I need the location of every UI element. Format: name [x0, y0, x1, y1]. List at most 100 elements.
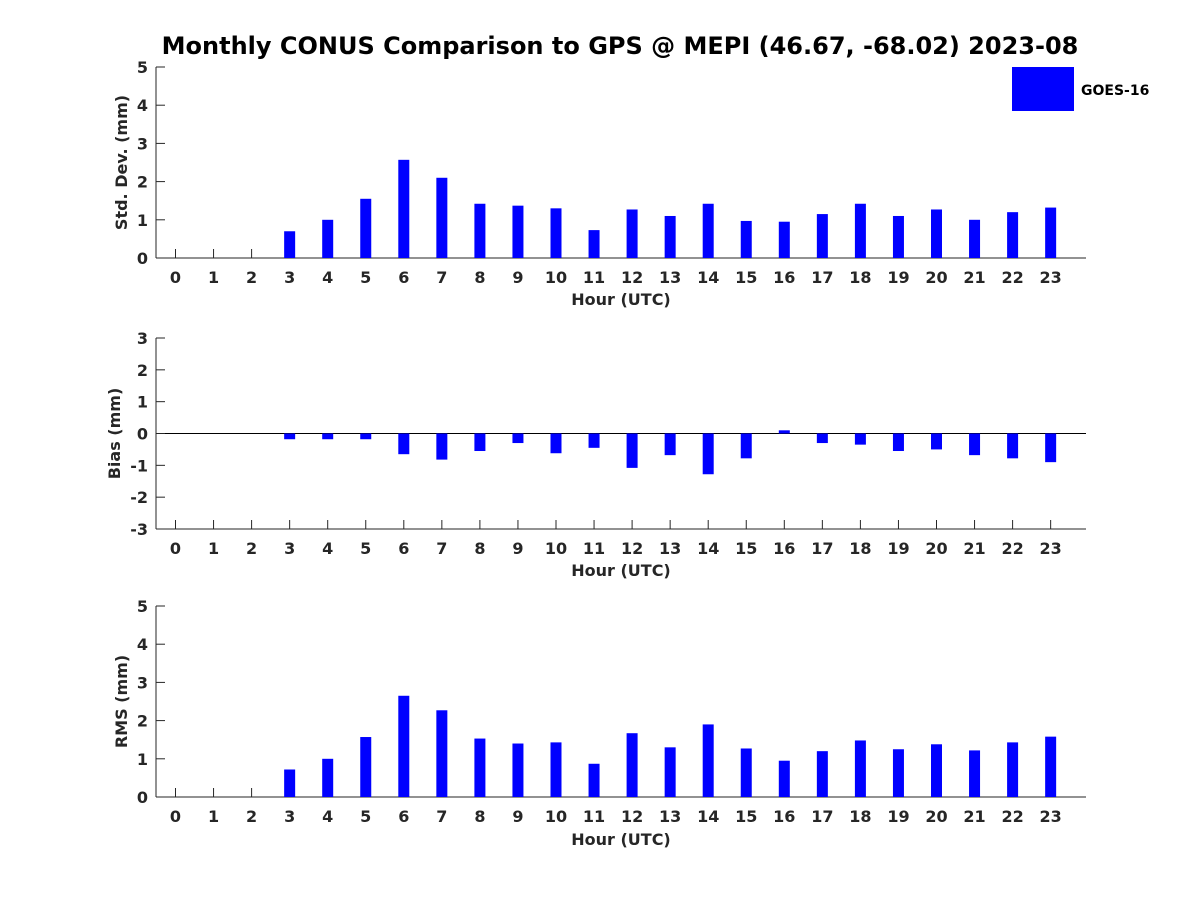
std-dev-bar	[816, 214, 828, 258]
rms-bar	[740, 748, 752, 797]
std-dev-x-tick-label: 0	[170, 268, 181, 287]
bias-x-tick-label: 17	[811, 539, 833, 558]
legend-swatch	[1012, 67, 1074, 111]
rms-x-tick-label: 17	[811, 807, 833, 826]
rms-x-tick-label: 15	[735, 807, 757, 826]
bias-x-tick-label: 3	[284, 539, 295, 558]
figure-title: Monthly CONUS Comparison to GPS @ MEPI (…	[162, 32, 1079, 60]
std-dev-x-tick-label: 8	[474, 268, 485, 287]
rms-bar	[702, 724, 714, 797]
std-dev-x-tick-label: 23	[1040, 268, 1062, 287]
bias-x-tick-label: 22	[1001, 539, 1023, 558]
bias-x-tick-label: 23	[1040, 539, 1062, 558]
rms-x-tick-label: 6	[398, 807, 409, 826]
rms-x-tick-label: 11	[583, 807, 605, 826]
bias-x-tick-label: 10	[545, 539, 567, 558]
bias-bar	[892, 433, 904, 452]
rms-x-tick-label: 16	[773, 807, 795, 826]
rms-bar	[892, 749, 904, 797]
bias-bar	[816, 433, 828, 444]
bias-x-tick-label: 19	[887, 539, 909, 558]
std-dev-x-tick-label: 14	[697, 268, 719, 287]
std-dev-x-tick-label: 19	[887, 268, 909, 287]
bias-x-tick-label: 7	[436, 539, 447, 558]
rms-y-tick-label: 4	[137, 635, 148, 654]
rms-bar	[1007, 742, 1019, 797]
bias-y-tick-label: 2	[137, 361, 148, 380]
rms-bar	[778, 760, 790, 797]
bias-bar	[360, 433, 372, 440]
bias-bar	[1045, 433, 1057, 463]
std-dev-x-tick-label: 2	[246, 268, 257, 287]
std-dev-y-axis-label: Std. Dev. (mm)	[112, 95, 131, 230]
rms-bar	[931, 744, 942, 797]
std-dev-bar	[1045, 207, 1057, 258]
std-dev-x-tick-label: 7	[436, 268, 447, 287]
rms-bar	[664, 747, 676, 797]
bias-bar	[931, 433, 942, 450]
std-dev-bar	[322, 219, 334, 258]
bias-x-axis-label: Hour (UTC)	[571, 561, 671, 580]
bias-x-tick-label: 12	[621, 539, 643, 558]
rms-y-tick-label: 1	[137, 750, 148, 769]
std-dev-x-axis-label: Hour (UTC)	[571, 290, 671, 309]
rms-x-tick-label: 10	[545, 807, 567, 826]
bias-x-tick-label: 6	[398, 539, 409, 558]
bias-y-tick-label: 0	[137, 425, 148, 444]
std-dev-y-tick-label: 0	[137, 249, 148, 268]
std-dev-y-tick-label: 3	[137, 134, 148, 153]
rms-bar	[436, 710, 448, 797]
rms-bar	[816, 751, 828, 797]
std-dev-bar	[702, 203, 714, 258]
rms-x-tick-label: 14	[697, 807, 719, 826]
std-dev-x-tick-label: 20	[925, 268, 947, 287]
rms-x-tick-label: 4	[322, 807, 333, 826]
bias-y-tick-label: -1	[130, 456, 148, 475]
rms-bar	[474, 738, 486, 797]
bias-y-tick-label: 3	[137, 329, 148, 348]
rms-x-tick-label: 5	[360, 807, 371, 826]
bias-bar	[778, 430, 790, 434]
std-dev-x-tick-label: 15	[735, 268, 757, 287]
rms-x-axis-label: Hour (UTC)	[571, 830, 671, 849]
rms-x-tick-label: 19	[887, 807, 909, 826]
rms-x-tick-label: 2	[246, 807, 257, 826]
rms-bar	[588, 763, 600, 797]
std-dev-bar	[892, 215, 904, 258]
rms-x-tick-label: 3	[284, 807, 295, 826]
bias-bar	[1007, 433, 1019, 459]
legend-label: GOES-16	[1081, 83, 1149, 99]
std-dev-y-tick-label: 5	[137, 58, 148, 77]
bias-bar	[436, 433, 448, 460]
std-dev-x-tick-label: 9	[512, 268, 523, 287]
std-dev-x-tick-label: 6	[398, 268, 409, 287]
bias-x-tick-label: 2	[246, 539, 257, 558]
rms-bar	[512, 743, 524, 797]
std-dev-bar	[550, 208, 562, 258]
bias-x-tick-label: 21	[963, 539, 985, 558]
std-dev-bar	[512, 205, 524, 258]
std-dev-bar	[284, 231, 296, 258]
bias-x-tick-label: 14	[697, 539, 719, 558]
rms-x-tick-label: 18	[849, 807, 871, 826]
std-dev-x-tick-label: 18	[849, 268, 871, 287]
std-dev-bar	[360, 198, 372, 258]
bias-x-tick-label: 20	[925, 539, 947, 558]
std-dev-y-tick-label: 4	[137, 96, 148, 115]
rms-bar	[854, 740, 866, 797]
std-dev-x-tick-label: 13	[659, 268, 681, 287]
rms-bar	[398, 695, 410, 797]
std-dev-x-tick-label: 1	[208, 268, 219, 287]
bias-x-tick-label: 1	[208, 539, 219, 558]
std-dev-y-tick-label: 1	[137, 211, 148, 230]
std-dev-x-tick-label: 10	[545, 268, 567, 287]
rms-x-tick-label: 0	[170, 807, 181, 826]
std-dev-bar	[1007, 212, 1019, 258]
rms-x-tick-label: 23	[1040, 807, 1062, 826]
std-dev-bar	[740, 220, 752, 258]
bias-bar	[854, 433, 866, 445]
